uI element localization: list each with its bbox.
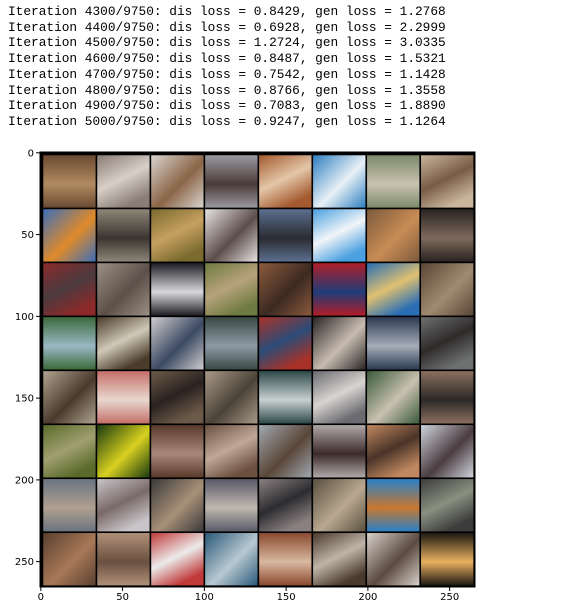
sample-tile	[151, 317, 204, 370]
sample-tile	[313, 479, 366, 532]
sample-tile	[313, 425, 366, 478]
sample-tile	[421, 479, 474, 532]
sample-tile	[421, 425, 474, 478]
sample-tile	[421, 317, 474, 370]
sample-tile	[97, 317, 150, 370]
y-tick-label: 250	[15, 557, 34, 568]
sample-tile	[97, 533, 150, 586]
sample-tile	[43, 263, 96, 316]
sample-tile	[259, 533, 312, 586]
sample-tile	[259, 263, 312, 316]
sample-tile	[151, 263, 204, 316]
sample-tile	[313, 155, 366, 208]
sample-tile	[367, 371, 420, 424]
sample-tile	[259, 155, 312, 208]
sample-tile	[205, 479, 258, 532]
sample-tile	[367, 317, 420, 370]
sample-tile	[259, 479, 312, 532]
sample-tile	[43, 425, 96, 478]
sample-tile	[97, 479, 150, 532]
x-tick-label: 150	[277, 592, 296, 603]
sample-tile	[205, 317, 258, 370]
sample-tile	[313, 263, 366, 316]
x-tick-label: 50	[116, 592, 129, 603]
sample-tile	[313, 209, 366, 262]
sample-tile	[151, 155, 204, 208]
sample-tile	[367, 263, 420, 316]
y-tick-label: 50	[21, 230, 34, 241]
sample-tile	[43, 317, 96, 370]
sample-tile	[151, 479, 204, 532]
sample-tile	[313, 533, 366, 586]
sample-tile	[259, 209, 312, 262]
log-line: Iteration 4600/9750: dis loss = 0.8487, …	[8, 51, 446, 67]
sample-tile	[205, 209, 258, 262]
sample-tile	[151, 371, 204, 424]
y-tick-label: 150	[15, 394, 34, 405]
sample-tile	[205, 533, 258, 586]
axes-frame	[39, 151, 476, 588]
sample-tile	[205, 371, 258, 424]
sample-tile	[421, 209, 474, 262]
log-line: Iteration 4300/9750: dis loss = 0.8429, …	[8, 4, 446, 19]
x-tick-label: 200	[358, 592, 377, 603]
sample-tile	[205, 425, 258, 478]
sample-tile	[97, 263, 150, 316]
y-tick-label: 0	[28, 148, 34, 159]
sample-tile	[421, 263, 474, 316]
log-line: Iteration 5000/9750: dis loss = 0.9247, …	[8, 113, 446, 129]
sample-tile	[259, 425, 312, 478]
sample-tile	[43, 371, 96, 424]
output-log: Iteration 4300/9750: dis loss = 0.8429, …	[8, 4, 446, 130]
sample-tile	[367, 479, 420, 532]
sample-tile	[151, 425, 204, 478]
log-line: Iteration 4400/9750: dis loss = 0.6928, …	[8, 19, 446, 35]
log-line: Iteration 4500/9750: dis loss = 1.2724, …	[8, 35, 446, 51]
sample-tile	[151, 209, 204, 262]
sample-tile	[97, 209, 150, 262]
sample-tile	[421, 155, 474, 208]
sample-tile	[421, 371, 474, 424]
sample-tile	[421, 533, 474, 586]
y-tick-label: 100	[15, 312, 34, 323]
log-line: Iteration 4800/9750: dis loss = 0.8766, …	[8, 82, 446, 98]
sample-tile	[97, 371, 150, 424]
sample-tile	[259, 317, 312, 370]
sample-tile	[205, 155, 258, 208]
sample-tile	[259, 371, 312, 424]
x-tick-label: 250	[440, 592, 459, 603]
sample-tile	[367, 209, 420, 262]
x-tick-label: 0	[38, 592, 44, 603]
sample-tile	[367, 425, 420, 478]
sample-tile	[151, 533, 204, 586]
sample-tile	[43, 155, 96, 208]
sample-tile	[43, 209, 96, 262]
y-tick-label: 200	[15, 475, 34, 486]
sample-tile	[313, 317, 366, 370]
sample-tile	[367, 533, 420, 586]
sample-tile	[97, 425, 150, 478]
sample-tile	[43, 479, 96, 532]
log-line: Iteration 4900/9750: dis loss = 0.7083, …	[8, 98, 446, 114]
log-line: Iteration 4700/9750: dis loss = 0.7542, …	[8, 66, 446, 82]
x-tick-label: 100	[195, 592, 214, 603]
sample-tile	[367, 155, 420, 208]
sample-tile	[205, 263, 258, 316]
sample-tile	[43, 533, 96, 586]
sample-tile	[313, 371, 366, 424]
sample-tile	[97, 155, 150, 208]
